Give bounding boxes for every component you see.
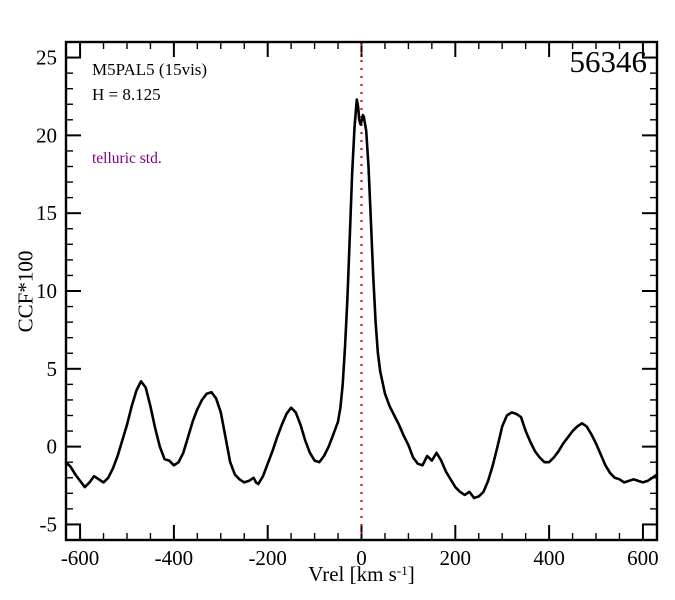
x-axis-title-close: ] bbox=[407, 562, 415, 586]
x-tick-label: -400 bbox=[155, 546, 194, 570]
telluric-std-label: telluric std. bbox=[92, 150, 162, 167]
y-tick-label: 5 bbox=[47, 357, 58, 381]
x-axis-title-sup: -1 bbox=[396, 563, 408, 578]
x-axis-title: Vrel [km s-1] bbox=[66, 562, 657, 587]
y-tick-label: 20 bbox=[36, 123, 57, 147]
x-tick-label: 200 bbox=[440, 546, 472, 570]
star-id-label: 56346 bbox=[569, 44, 648, 79]
y-axis-title: CCF*100 bbox=[13, 250, 38, 333]
y-tick-label: 10 bbox=[36, 279, 57, 303]
x-axis-title-text: Vrel [km s bbox=[308, 562, 397, 586]
x-tick-label: 400 bbox=[533, 546, 565, 570]
object-label: M5PAL5 (15vis) bbox=[92, 60, 208, 79]
ccf-curve bbox=[64, 98, 659, 500]
y-tick-label: 0 bbox=[47, 435, 58, 459]
x-tick-label: -200 bbox=[248, 546, 287, 570]
x-tick-label: 0 bbox=[356, 546, 367, 570]
y-tick-label: 25 bbox=[36, 46, 57, 70]
y-tick-label: -5 bbox=[40, 512, 58, 536]
plot-frame bbox=[64, 40, 659, 542]
y-tick-label: 15 bbox=[36, 201, 57, 225]
x-tick-label: 600 bbox=[627, 546, 659, 570]
x-tick-label: -600 bbox=[61, 546, 100, 570]
h-magnitude-label: H = 8.125 bbox=[92, 85, 161, 104]
